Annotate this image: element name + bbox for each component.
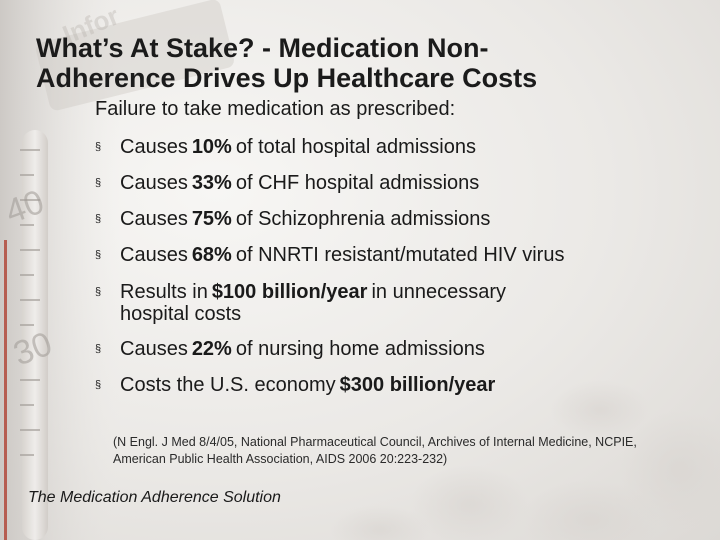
citation: (N Engl. J Med 8/4/05, National Pharmace… [113, 434, 713, 468]
citation-line-1: (N Engl. J Med 8/4/05, National Pharmace… [113, 435, 637, 449]
slide-title: What’s At Stake? - Medication Non- Adher… [36, 33, 676, 93]
footer-text: The Medication Adherence Solution [28, 489, 281, 506]
bullet-item: § Costs the U.S. economy $300 billion/yea… [95, 374, 496, 396]
bullet-marker-icon: § [95, 177, 102, 189]
bullet-marker-icon: § [95, 379, 102, 391]
bullet-highlight: 33% [191, 172, 232, 194]
bullet-highlight: 68% [191, 244, 232, 266]
bullet-highlight: 10% [191, 136, 232, 158]
bullet-continuation: hospital costs [120, 303, 242, 325]
bullet-highlight: $300 billion/year [339, 374, 496, 396]
slide-title-line-2: Adherence Drives Up Healthcare Costs [36, 63, 538, 93]
bullet-marker-icon: § [95, 141, 102, 153]
bullet-item: § Causes 68% of NNRTI resistant/mutated HI… [95, 244, 565, 266]
bullet-item: § Causes 33% of CHF hospital admissions [95, 172, 480, 194]
bullet-highlight: $100 billion/year [211, 281, 368, 303]
slide-title-line-1: What’s At Stake? - Medication Non- [36, 33, 489, 63]
bullet-item: § Causes 75% of Schizophrenia admissions [95, 208, 491, 230]
bullet-highlight: 22% [191, 338, 232, 360]
bullet-item: § Causes 22% of nursing home admissions [95, 338, 485, 360]
bullet-item: § Results in $100 billion/year in unnecess… [95, 281, 506, 325]
intro-text: Failure to take medication as prescribed… [95, 98, 456, 120]
bullet-marker-icon: § [95, 343, 102, 355]
bullet-item: § Causes 10% of total hospital admissions [95, 136, 476, 158]
bullet-marker-icon: § [95, 249, 102, 261]
thermometer-icon [4, 130, 48, 540]
bullet-marker-icon: § [95, 213, 102, 225]
citation-line-2: American Public Health Association, AIDS… [113, 452, 448, 466]
bullet-highlight: 75% [191, 208, 232, 230]
bullet-marker-icon: § [95, 286, 102, 298]
